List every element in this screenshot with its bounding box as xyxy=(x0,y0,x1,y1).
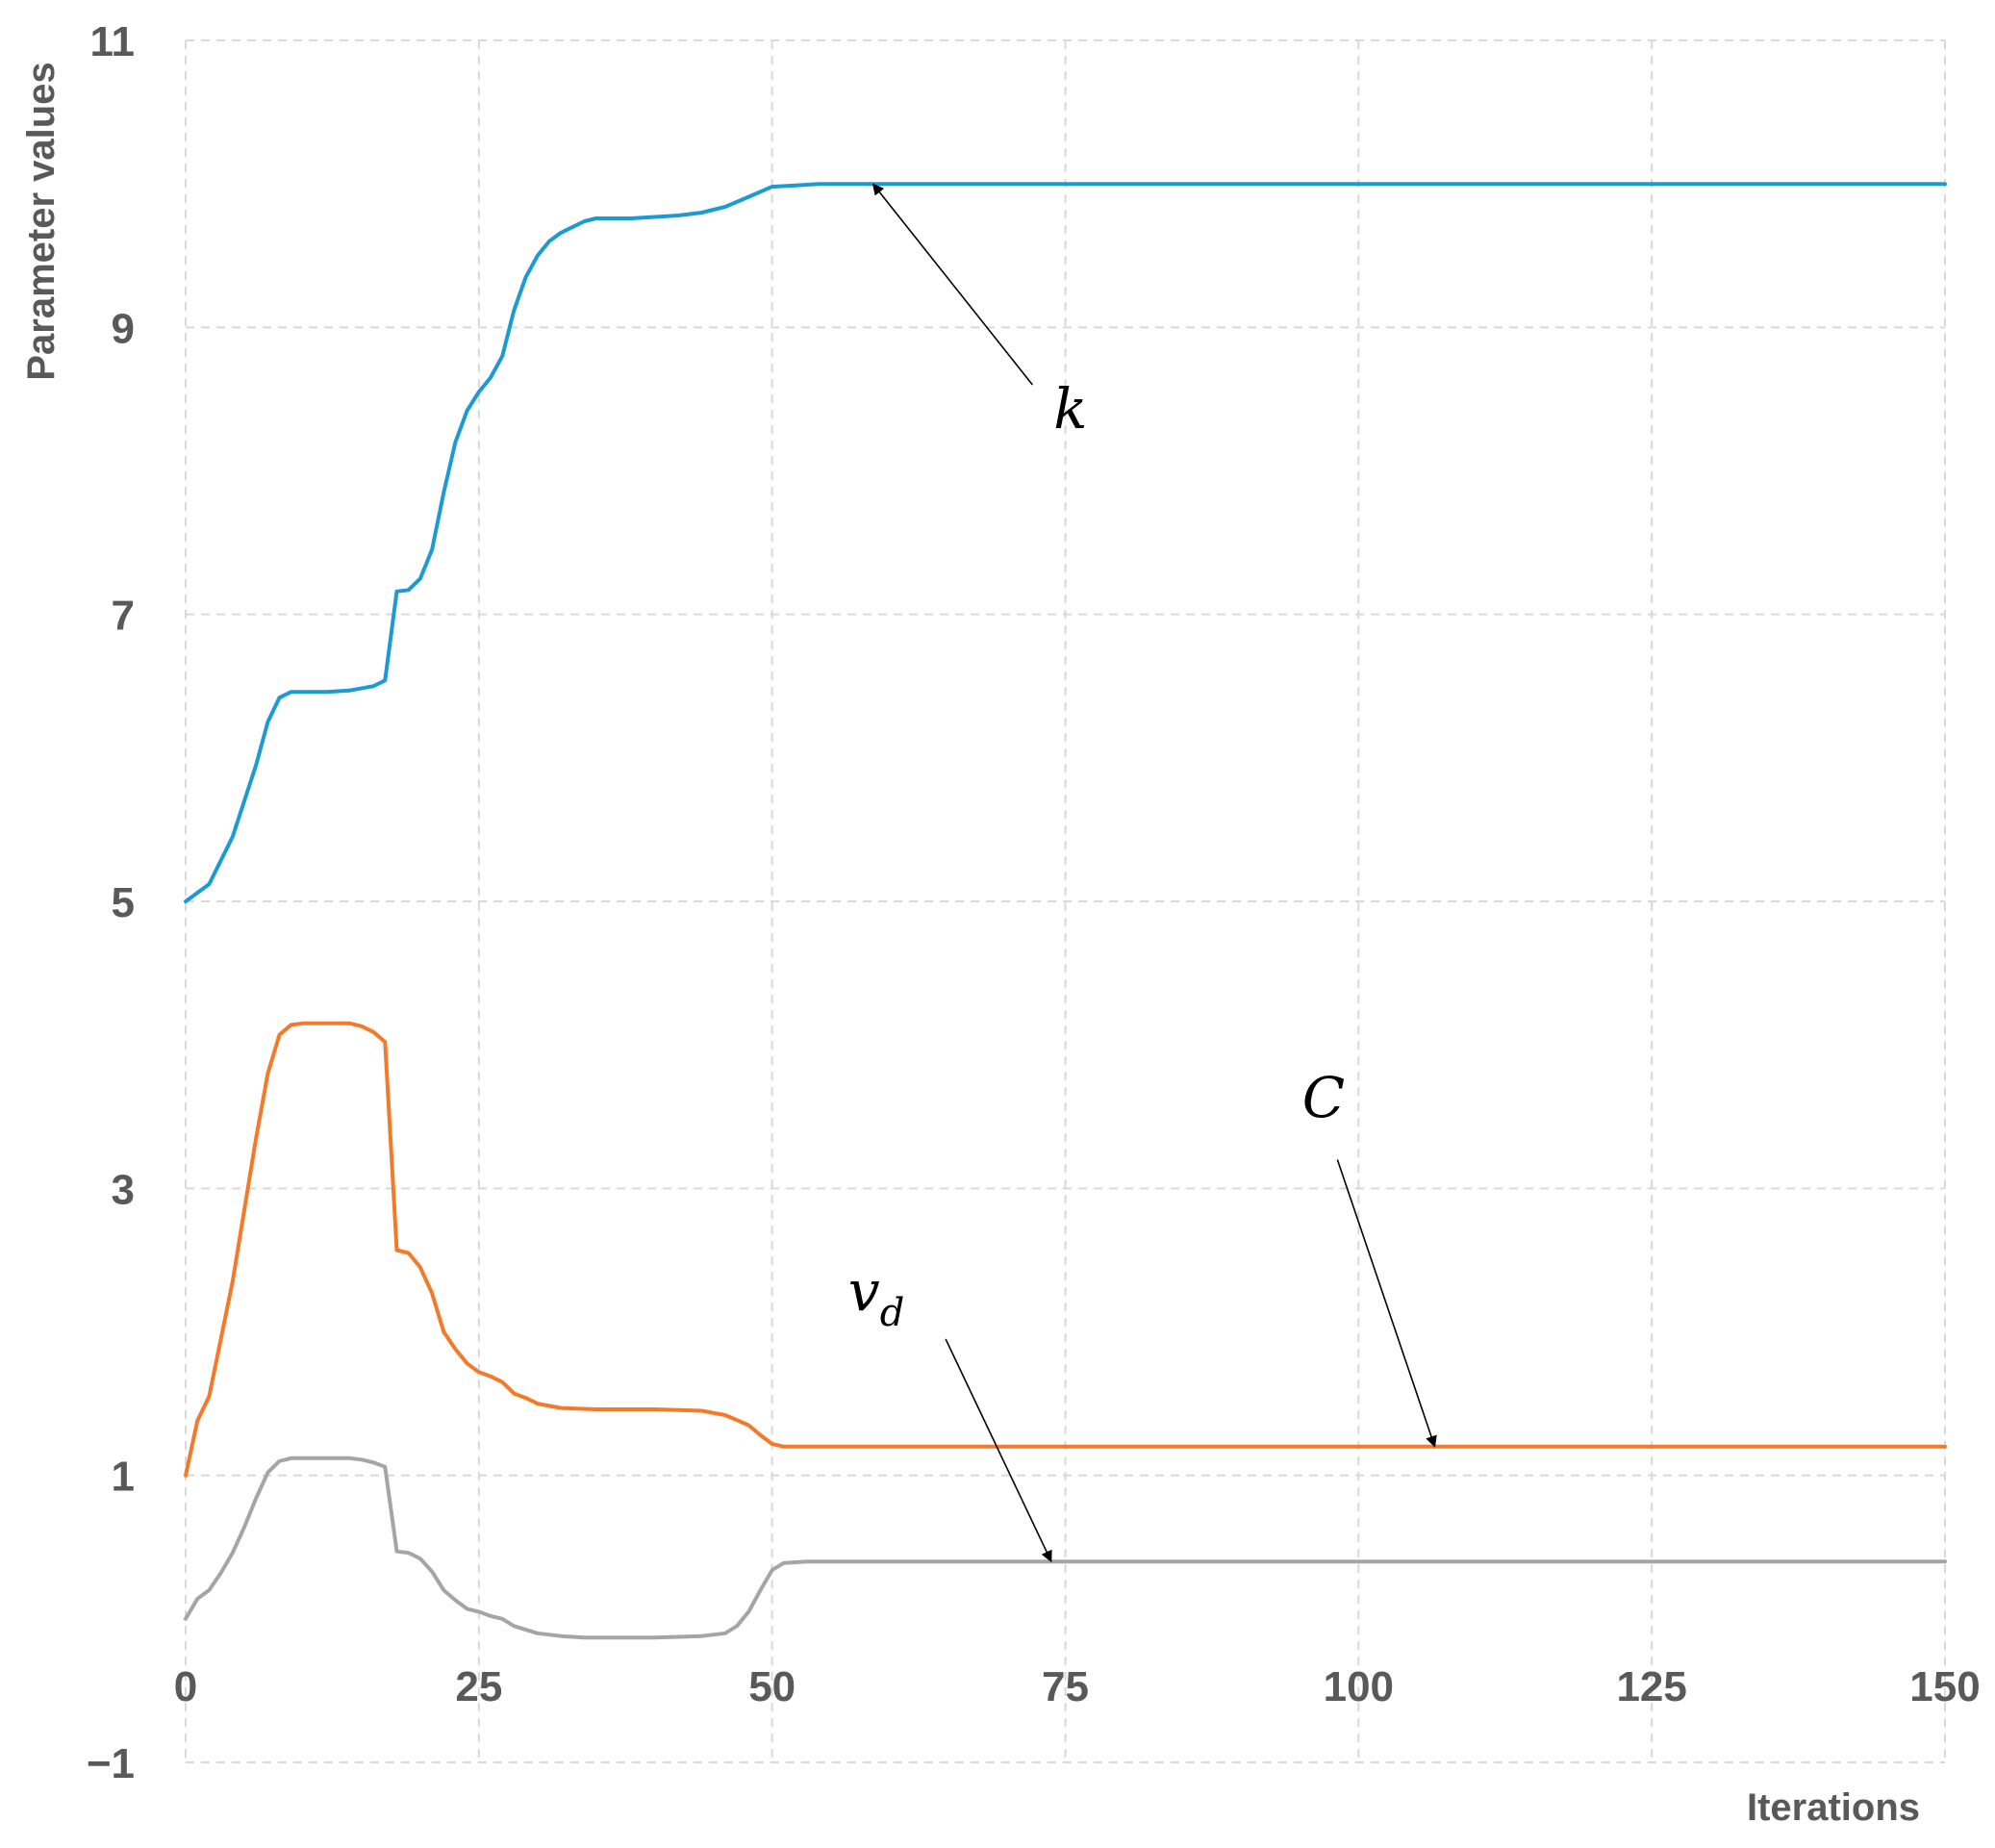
annotation-arrow-c xyxy=(1336,1159,1437,1448)
y-tick-label: −1 xyxy=(87,1740,135,1787)
y-tick-label: 5 xyxy=(112,879,135,926)
annotation-arrow-v-d xyxy=(945,1338,1052,1563)
y-tick-label: 11 xyxy=(89,18,135,65)
y-axis-title: Parameter values xyxy=(20,62,63,380)
x-tick-label: 50 xyxy=(748,1663,795,1710)
series xyxy=(184,182,1947,1640)
y-tick-label: 7 xyxy=(112,593,135,640)
x-tick-label: 0 xyxy=(174,1663,197,1710)
x-tick-label: 75 xyxy=(1042,1663,1089,1710)
x-tick-label: 25 xyxy=(455,1663,502,1710)
series-label-v-d: vd xyxy=(848,1258,904,1335)
series-label-c: C xyxy=(1302,1065,1345,1130)
x-tick-label: 125 xyxy=(1616,1663,1686,1710)
x-tick-label: 100 xyxy=(1324,1663,1394,1710)
grid xyxy=(185,39,1946,1763)
y-tick-label: 9 xyxy=(112,305,135,352)
series-line-k xyxy=(184,182,1947,903)
annotation-arrow-k xyxy=(871,183,1033,386)
y-tick-label: 3 xyxy=(112,1166,135,1213)
x-axis-title: Iterations xyxy=(1747,1786,1920,1829)
series-label-subscript: d xyxy=(880,1291,905,1335)
series-line-c xyxy=(184,1021,1947,1478)
x-tick-label: 150 xyxy=(1909,1663,1980,1710)
series-line-v-d xyxy=(184,1456,1947,1640)
y-tick-label: 1 xyxy=(112,1454,135,1501)
annotations: k Cvd xyxy=(848,183,1437,1563)
series-label-k: k xyxy=(1053,376,1087,442)
